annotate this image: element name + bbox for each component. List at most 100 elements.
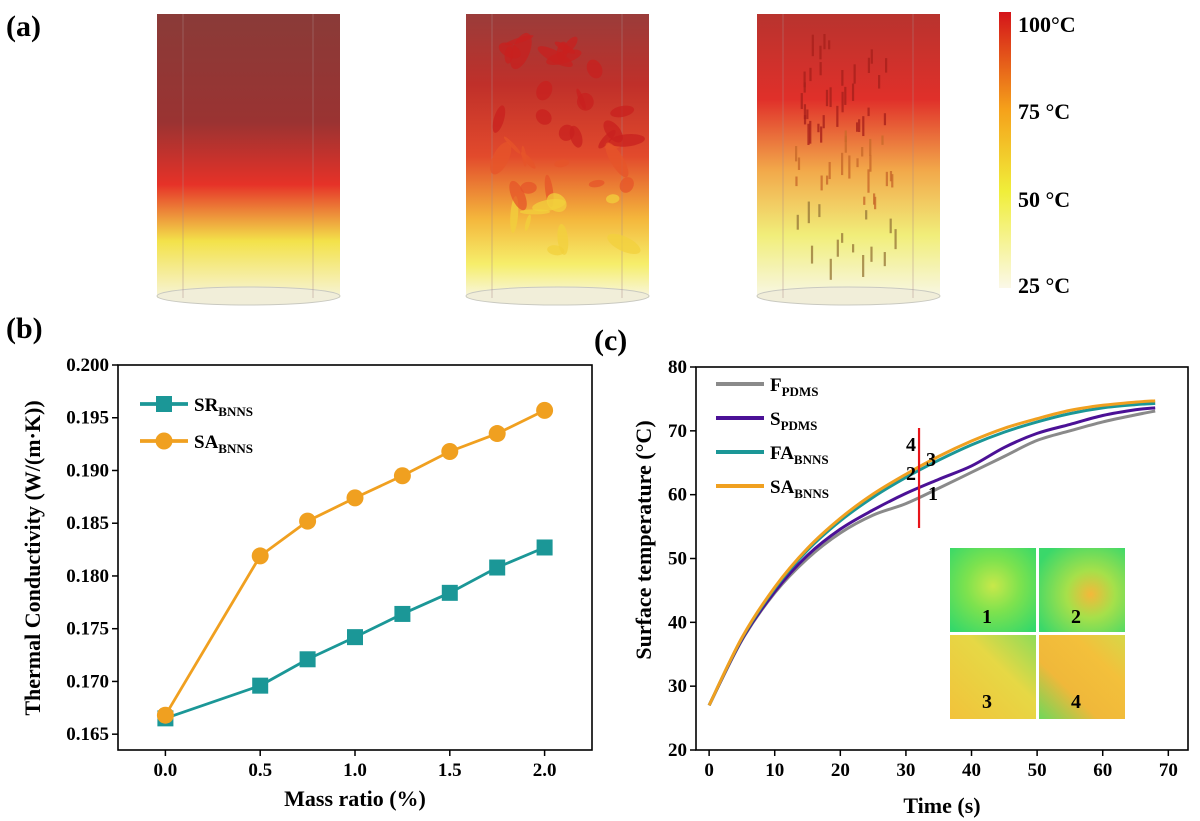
filler-flake [532, 198, 566, 212]
legend-marker [155, 432, 173, 450]
marker-number-4: 4 [906, 434, 916, 456]
data-point [488, 425, 506, 443]
filler-aligned [856, 158, 859, 168]
chart-b: 0.0 0.5 1.0 1.5 2.0 0.165 0.170 0.175 0.180 0.185… [20, 355, 593, 811]
data-point [441, 584, 458, 601]
filler-aligned [853, 64, 856, 84]
filler-flake [586, 59, 603, 79]
filler-aligned [841, 233, 844, 243]
filler-flake [605, 142, 629, 178]
y-tick-label: 0.180 [66, 566, 109, 587]
y-tick-label: 0.190 [66, 460, 109, 481]
data-point [489, 559, 506, 576]
random-flakes [490, 32, 645, 256]
filler-flake [557, 223, 569, 255]
filler-aligned [803, 115, 807, 125]
x-tick-label: 0.0 [154, 760, 178, 781]
filler-aligned [825, 175, 829, 185]
filler-aligned [873, 193, 876, 205]
time-marker: 4 3 2 1 [906, 428, 938, 528]
filler-flake [554, 159, 570, 168]
chart-b-xlabel: Mass ratio (%) [284, 786, 426, 811]
filler-aligned [820, 126, 823, 143]
filler-aligned [803, 82, 806, 93]
filler-flake [606, 194, 620, 204]
filler-aligned [863, 196, 866, 205]
filler-flake [520, 181, 537, 194]
filler-aligned [862, 254, 865, 277]
x-tick-label: 1.5 [438, 760, 462, 781]
chart-c-xlabel: Time (s) [903, 793, 980, 818]
filler-aligned [828, 161, 831, 180]
filler-aligned [820, 175, 823, 191]
filler-aligned [894, 229, 897, 250]
filler-aligned [809, 120, 812, 144]
y-tick-label: 40 [668, 612, 687, 633]
data-point [251, 547, 269, 565]
filler-aligned [870, 246, 873, 262]
filler-flake [509, 180, 527, 211]
x-tick-label: 0.5 [248, 760, 272, 781]
cylinder-aligned-fillers [756, 14, 941, 306]
filler-aligned [841, 70, 844, 86]
data-point [156, 706, 174, 724]
filler-aligned [817, 123, 820, 133]
filler-aligned [862, 116, 865, 137]
aligned-fillers [795, 34, 897, 280]
y-tick-label: 0.175 [66, 619, 109, 640]
filler-flake [510, 32, 532, 70]
filler-aligned [848, 155, 851, 179]
cylinder-random-fillers [465, 14, 650, 306]
filler-flake [588, 179, 605, 188]
y-tick-label: 80 [668, 357, 687, 378]
x-tick-label: 1.0 [343, 760, 367, 781]
series-line-sa-bnns [164, 409, 546, 716]
filler-flake [576, 88, 586, 110]
marker-number-1: 1 [928, 483, 938, 505]
data-point [347, 629, 363, 646]
legend-label: SPDMS [770, 409, 817, 433]
filler-aligned [836, 239, 839, 257]
x-tick-label: 30 [896, 760, 915, 781]
marker-number-3: 3 [926, 449, 936, 471]
inset-label-2: 2 [1071, 606, 1081, 628]
filler-aligned [795, 176, 798, 187]
filler-flake [558, 124, 575, 141]
filler-aligned [883, 252, 886, 267]
y-tick-label: 20 [668, 740, 687, 761]
legend-label: SRBNNS [194, 395, 253, 419]
filler-aligned [885, 58, 888, 73]
filler-aligned [870, 49, 873, 64]
legend-marker [156, 396, 172, 412]
marker-number-2: 2 [906, 463, 916, 485]
y-tick-label: 70 [668, 421, 687, 442]
filler-flake [603, 120, 623, 143]
y-tick-label: 0.195 [66, 408, 109, 429]
filler-aligned [829, 87, 832, 108]
filler-flake [535, 109, 552, 125]
filler-flake [505, 35, 534, 46]
legend-label: FPDMS [770, 375, 818, 399]
legend-label: SABNNS [770, 477, 829, 501]
filler-aligned [823, 34, 826, 50]
filler-aligned [856, 122, 859, 132]
y-tick-label: 30 [668, 676, 687, 697]
filler-aligned [852, 244, 855, 253]
y-tick-label: 0.200 [66, 355, 109, 376]
colorbar-gradient [999, 12, 1011, 288]
filler-flake [490, 141, 512, 175]
x-tick-label: 60 [1093, 760, 1112, 781]
filler-aligned [809, 67, 812, 82]
filler-aligned [885, 171, 888, 187]
filler-flake [536, 80, 553, 101]
chart-c: 0 10 20 30 40 50 60 70 20 30 40 50 60 70 80 FPDMS SPDMS… [631, 357, 1189, 818]
filler-flake [521, 145, 527, 167]
filler-aligned [844, 86, 847, 105]
chart-b-ylabel: Thermal Conductivity (W/(m·K)) [20, 400, 45, 715]
filler-aligned [889, 170, 893, 182]
data-point [299, 651, 316, 668]
data-point [346, 489, 364, 507]
filler-aligned [796, 214, 799, 230]
data-point [441, 442, 459, 460]
